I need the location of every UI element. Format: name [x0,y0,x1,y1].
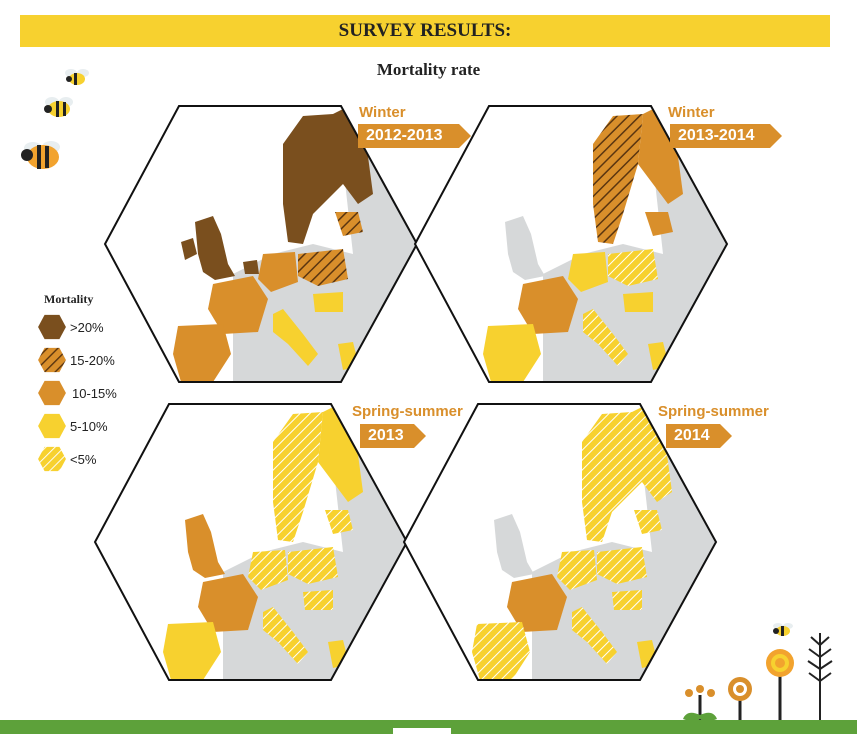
region-germany [248,550,288,590]
flower-icon [683,685,717,725]
region-baltics [634,510,662,534]
region-scandinavia [273,412,323,542]
bee-icon [21,141,60,169]
region-hungary [313,292,343,312]
header-bar: SURVEY RESULTS: [20,15,830,47]
region-italy [572,607,617,664]
map-spring-summer-2013 [93,403,409,681]
region-sweden [593,114,643,244]
region-ireland [181,238,197,260]
panel-1-season: Winter [359,104,406,121]
legend-swatch-15-20 [38,347,66,373]
panel-2-season: Winter [668,104,715,121]
legend-title: Mortality [44,292,94,306]
region-uk [505,216,545,280]
region-scandinavia [283,106,373,244]
legend-swatch-gt20 [38,314,66,340]
region-france [518,276,578,334]
region-uk [195,216,235,280]
region-italy [263,607,308,664]
bee-icon [773,623,793,636]
region-germany [557,550,597,590]
region-iberia [163,622,221,680]
panel-1-period-tag: 2012-2013 [358,124,471,148]
page-title: SURVEY RESULTS: [338,20,512,41]
region-france [198,574,258,632]
region-belgium [243,260,259,274]
legend-swatch-10-15 [38,380,66,406]
bees-illustration [21,69,89,169]
region-poland [597,547,647,584]
footer-tab [393,728,451,734]
footer-bar [0,720,857,734]
plant-icon [807,633,833,725]
legend-swatch-lt5 [38,446,66,472]
region-uk [185,514,225,578]
region-baltics [335,212,363,236]
region-scandinavia [582,404,672,542]
region-poland [608,249,658,286]
legend-swatch-5-10 [38,413,66,439]
flowers-illustration [683,623,833,725]
region-germany [258,252,298,292]
legend-label-5-10: 5-10% [70,419,108,434]
region-germany [568,252,608,292]
legend-label-lt5: <5% [70,452,97,467]
region-hungary [303,590,333,610]
region-uk [494,514,534,578]
region-italy [583,309,628,366]
flower-icon [728,677,752,725]
map-winter-2013-2014 [413,105,729,383]
legend-label-gt20: >20% [70,320,104,335]
region-baltics [645,212,673,236]
panel-2-period-tag: 2013-2014 [670,124,782,148]
panel-3-period-tag: 2013 [360,424,426,448]
chart-subtitle: Mortality rate [376,60,481,79]
region-france [208,276,268,334]
panel-4-period-tag: 2014 [666,424,732,448]
map-spring-summer-2014 [402,403,718,681]
legend-label-15-20: 15-20% [70,353,115,368]
legend-label-10-15: 10-15% [72,386,117,401]
region-france [507,574,567,632]
bee-icon [44,97,73,117]
bee-icon [65,69,89,85]
region-poland [288,547,338,584]
panel-3-season: Spring-summer [352,403,463,420]
panel-4-season: Spring-summer [658,403,769,420]
region-italy [273,309,318,366]
map-winter-2012-2013 [103,105,419,383]
region-iberia [483,324,541,382]
region-baltics [325,510,353,534]
flower-icon [766,649,794,725]
region-iberia [173,324,231,382]
region-poland [298,249,348,286]
region-hungary [612,590,642,610]
region-hungary [623,292,653,312]
region-iberia [472,622,530,680]
